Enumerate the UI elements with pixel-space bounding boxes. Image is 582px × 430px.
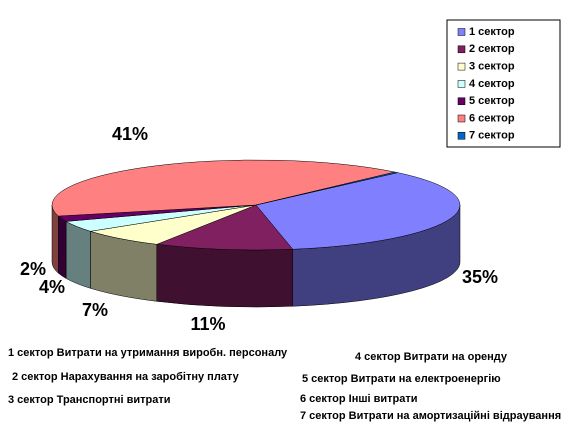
data-label: 35% <box>462 267 498 287</box>
legend-box <box>446 19 561 148</box>
legend-label: 5 сектор <box>469 95 515 107</box>
note: 5 сектор Витрати на електроенергію <box>302 373 501 385</box>
pie-slice <box>51 159 395 217</box>
pie-slice <box>156 204 294 251</box>
legend-swatch <box>457 62 466 71</box>
note: 4 сектор Витрати на оренду <box>355 351 508 363</box>
legend-swatch <box>457 114 466 123</box>
data-label: 2% <box>20 259 46 279</box>
data-label: 41% <box>112 124 148 144</box>
legend-swatch <box>457 97 466 105</box>
pie-side <box>58 215 67 279</box>
legend-swatch <box>457 80 466 88</box>
pie-side <box>156 244 293 308</box>
legend-swatch <box>457 28 466 36</box>
note: 7 сектор Витрати на амортизаційні відрау… <box>300 410 561 422</box>
legend-label: 7 сектор <box>469 130 515 142</box>
legend-label: 3 сектор <box>469 61 515 73</box>
legend-label: 4 сектор <box>469 78 515 90</box>
data-label: 7% <box>82 300 108 320</box>
note: 3 сектор Транспортні витрати <box>8 394 171 406</box>
note: 6 сектор Інші витрати <box>300 393 418 405</box>
data-label: 11% <box>190 314 225 334</box>
legend-swatch <box>457 132 466 140</box>
pie-side <box>65 221 91 289</box>
data-label: 4% <box>39 277 65 297</box>
note: 2 сектор Нарахування на заробітну плату <box>12 371 240 383</box>
note: 1 сектор Витрати на утримання виробн. пе… <box>8 347 288 359</box>
legend-label: 2 сектор <box>469 43 515 55</box>
pie-slice <box>255 171 398 206</box>
legend-label: 6 сектор <box>469 112 515 124</box>
legend-swatch <box>457 45 466 54</box>
legend-label: 1 сектор <box>469 26 515 38</box>
pie-slice <box>255 172 461 250</box>
